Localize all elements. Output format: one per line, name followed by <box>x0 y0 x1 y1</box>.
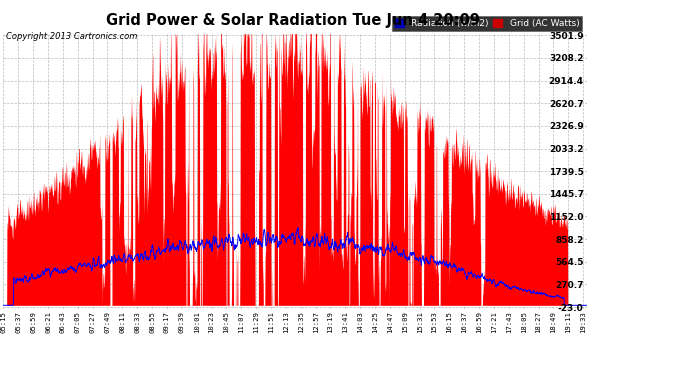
Legend: Radiation (w/m2), Grid (AC Watts): Radiation (w/m2), Grid (AC Watts) <box>393 16 582 31</box>
Text: Grid Power & Solar Radiation Tue Jun 4 20:09: Grid Power & Solar Radiation Tue Jun 4 2… <box>106 13 480 28</box>
Text: Copyright 2013 Cartronics.com: Copyright 2013 Cartronics.com <box>6 32 137 41</box>
